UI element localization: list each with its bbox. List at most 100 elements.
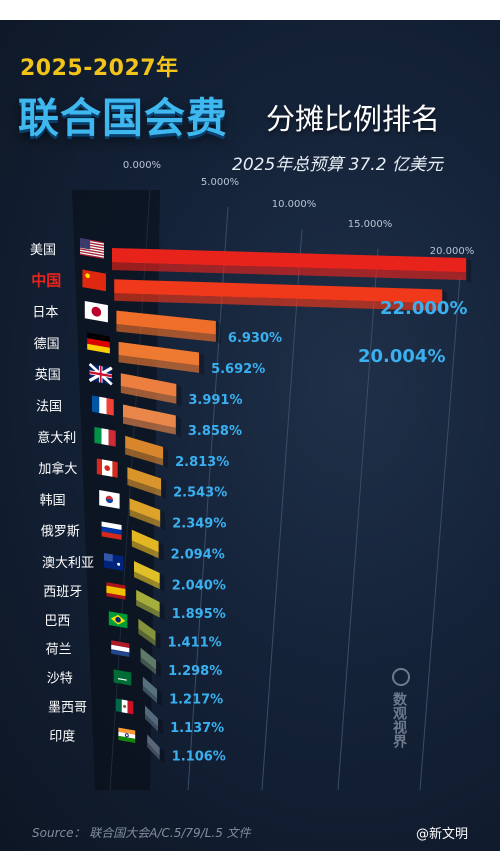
- bar-end-face: [176, 384, 182, 407]
- sa-flag-icon: [113, 669, 132, 686]
- es-flag-icon: [106, 582, 126, 600]
- flag-part: [92, 395, 100, 414]
- bar-value-label: 5.692%: [211, 362, 265, 377]
- bar-top-face: [125, 435, 164, 459]
- bar-value-label: 2.094%: [171, 548, 225, 563]
- bar-end-face: [175, 415, 181, 438]
- bar: [116, 310, 221, 345]
- bar-front-face: [116, 324, 216, 342]
- title-suffix: 分摊比例排名: [266, 102, 441, 136]
- bar-front-face: [112, 262, 467, 281]
- bar: [125, 435, 169, 469]
- bar-front-face: [129, 509, 161, 528]
- bar-front-face: [114, 293, 443, 312]
- chart-subtitle: 2025年总预算 37.2 亿美元: [232, 155, 443, 175]
- country-label: 西班牙: [43, 585, 82, 600]
- grid-line: [187, 206, 229, 791]
- bar-top-face: [118, 341, 200, 366]
- country-label: 印度: [49, 728, 75, 744]
- source-note: Source： 联合国大会A/C.5/79/L.5 文件: [32, 826, 251, 840]
- flag-part: [106, 398, 114, 416]
- bar-value-label: 3.858%: [188, 424, 242, 439]
- axis-tick-label: 20.000%: [430, 246, 475, 257]
- bar-front-face: [138, 628, 156, 647]
- bar-front-face: [118, 355, 200, 373]
- axis-tick-label: 5.000%: [201, 177, 239, 188]
- flag-part: [111, 649, 130, 657]
- au-flag-icon: [104, 553, 124, 571]
- bar: [140, 647, 162, 678]
- mx-flag-icon: [116, 698, 134, 715]
- flag-part: [87, 343, 110, 354]
- grid-line: [337, 248, 379, 791]
- cn-flag-icon: [82, 269, 106, 292]
- bar-end-face: [159, 573, 165, 593]
- flag-part: [123, 704, 127, 708]
- bar-top-face: [147, 734, 160, 756]
- flag-part: [85, 273, 90, 279]
- bar-top-face: [138, 618, 156, 641]
- bar-end-face: [160, 510, 166, 531]
- top-strip: [0, 0, 500, 20]
- flag-part: [117, 562, 121, 566]
- flag-part: [118, 731, 136, 739]
- bar-front-face: [140, 656, 157, 675]
- flag-part: [91, 306, 102, 317]
- kr-flag-icon: [99, 490, 120, 509]
- bar-top-face: [120, 373, 177, 397]
- flag-part: [112, 461, 118, 478]
- flag-part: [101, 531, 122, 540]
- bar-end-face: [156, 660, 162, 678]
- bar: [123, 404, 181, 438]
- bar: [129, 498, 166, 531]
- axis-tick-label: 15.000%: [348, 219, 393, 230]
- flag-part: [80, 238, 91, 250]
- flag-part: [101, 428, 109, 446]
- bar-front-face: [125, 447, 164, 466]
- bar-end-face: [159, 747, 165, 764]
- bar: [120, 373, 182, 407]
- bar: [131, 529, 164, 562]
- flag-part: [118, 727, 136, 735]
- flag-part: [118, 735, 136, 743]
- flag-part: [87, 332, 110, 343]
- bar-end-face: [199, 352, 205, 376]
- bar-value-label: 6.930%: [228, 331, 282, 346]
- country-label: 加拿大: [38, 461, 77, 477]
- watermark-text: 数观视界: [391, 692, 407, 748]
- flag-part: [113, 669, 132, 686]
- flag-part: [106, 585, 126, 597]
- flag-part: [111, 644, 130, 653]
- bar-end-face: [161, 478, 167, 500]
- bar: [138, 618, 161, 650]
- flag-part: [96, 458, 103, 475]
- bar-top-face: [131, 529, 159, 553]
- bar-value-label: 1.217%: [169, 693, 223, 708]
- bar-top-face: [142, 676, 158, 699]
- flag-part: [108, 429, 116, 447]
- bar: [114, 279, 448, 315]
- country-label: 日本: [32, 306, 58, 321]
- bar-top-face: [140, 647, 157, 670]
- flag-part: [80, 248, 104, 254]
- bar: [112, 248, 472, 284]
- flag-part: [118, 678, 127, 681]
- bar: [147, 734, 165, 764]
- country-label: 韩国: [40, 493, 66, 508]
- flag-part: [124, 733, 129, 738]
- flag-part: [127, 700, 134, 715]
- country-label: 墨西哥: [48, 701, 87, 716]
- axis-tick-label: 0.000%: [123, 160, 161, 171]
- grid-line: [419, 275, 461, 791]
- bar-top-face: [116, 310, 216, 335]
- flag-part: [80, 253, 104, 259]
- bar-front-face: [131, 540, 159, 559]
- bar-end-face: [442, 289, 448, 315]
- flag-part: [104, 465, 111, 471]
- flag-part: [94, 427, 102, 445]
- bar: [118, 341, 205, 376]
- flag-part: [111, 640, 130, 648]
- bar-value-label: 1.298%: [168, 664, 222, 679]
- country-label: 美国: [30, 243, 56, 258]
- bar-front-face: [136, 599, 160, 618]
